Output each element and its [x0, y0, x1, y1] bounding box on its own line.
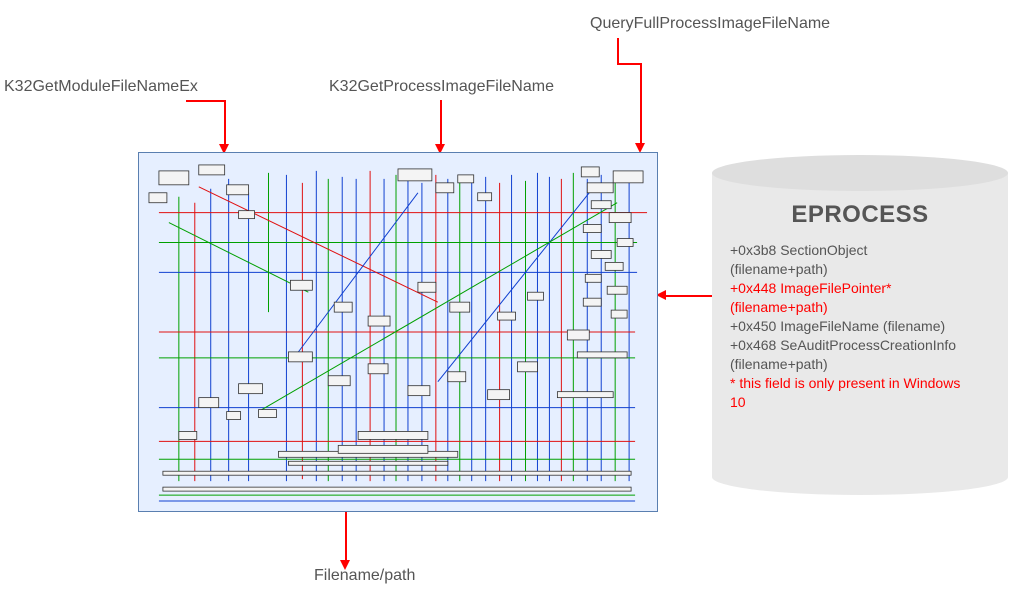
cylinder-line: (filename+path) — [730, 355, 990, 374]
cylinder-top-ellipse — [712, 155, 1008, 191]
cylinder-content: EPROCESS +0x3b8 SectionObject(filename+p… — [712, 199, 1008, 411]
arrow-k32module-seg2 — [224, 100, 226, 144]
arrow-cylinder-seg1 — [666, 295, 712, 297]
label-query-full: QueryFullProcessImageFileName — [590, 15, 830, 33]
arrow-filename-seg1 — [345, 512, 347, 560]
arrow-queryfull-seg3 — [640, 63, 642, 143]
arrow-queryfull-seg1 — [617, 38, 619, 63]
label-k32-module: K32GetModuleFileNameEx — [4, 78, 198, 96]
arrow-filename-head — [340, 560, 350, 570]
cylinder-bottom-ellipse — [712, 459, 1008, 495]
arrow-k32process-seg1 — [440, 100, 442, 144]
cylinder-line: 10 — [730, 393, 990, 412]
ida-graph — [138, 152, 658, 512]
cylinder-line: (filename+path) — [730, 298, 990, 317]
label-filename-path: Filename/path — [314, 567, 415, 585]
arrow-k32module-seg1 — [186, 100, 226, 102]
label-k32-process: K32GetProcessImageFileName — [329, 78, 554, 96]
cylinder-line: (filename+path) — [730, 260, 990, 279]
cylinder-line: * this field is only present in Windows — [730, 374, 990, 393]
cylinder-title: EPROCESS — [730, 199, 990, 231]
cylinder-line: +0x448 ImageFilePointer* — [730, 279, 990, 298]
eprocess-cylinder: EPROCESS +0x3b8 SectionObject(filename+p… — [712, 155, 1008, 495]
cylinder-line: +0x3b8 SectionObject — [730, 241, 990, 260]
arrow-queryfull-seg2 — [617, 63, 642, 65]
cylinder-line: +0x468 SeAuditProcessCreationInfo — [730, 336, 990, 355]
cylinder-line: +0x450 ImageFileName (filename) — [730, 317, 990, 336]
